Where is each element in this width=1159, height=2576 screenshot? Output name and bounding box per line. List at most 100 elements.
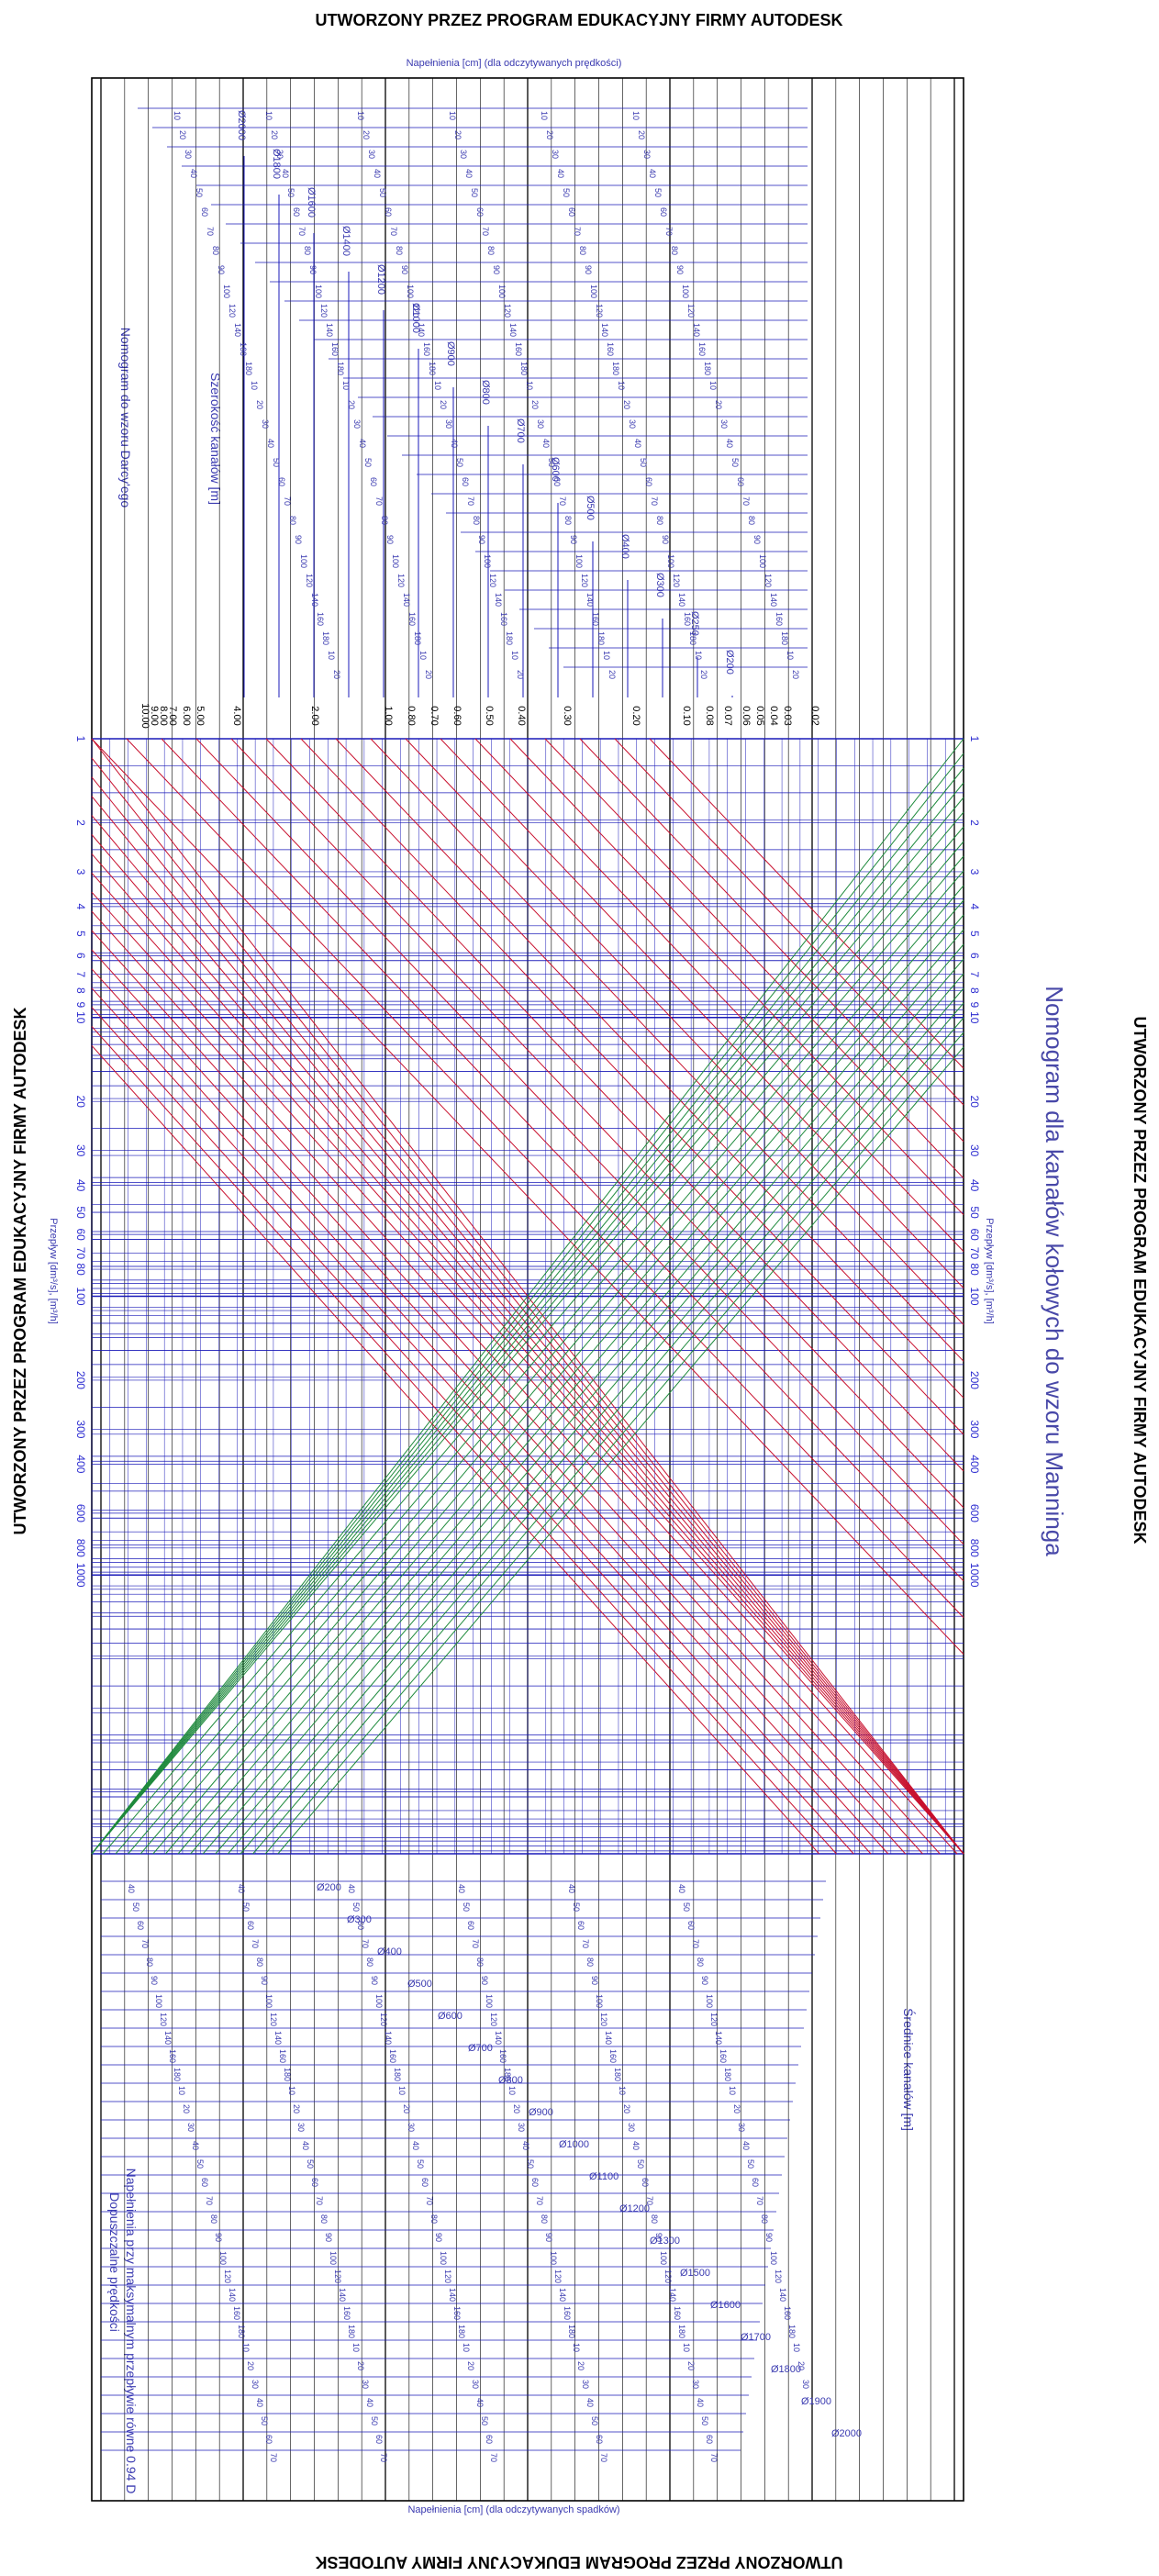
lower-fill-label: 180 <box>457 2325 466 2338</box>
lower-fill-label: 120 <box>553 2269 563 2283</box>
upper-fill-label: 10 <box>694 651 703 660</box>
lower-fill-label: 120 <box>269 2013 278 2026</box>
lower-fill-label: 90 <box>214 2233 223 2242</box>
upper-fill-label: 60 <box>292 207 301 217</box>
upper-diameter-label: Ø200 <box>724 650 735 675</box>
upper-fill-label: 20 <box>530 400 540 409</box>
green-series-line <box>202 958 964 1855</box>
upper-fill-label: 180 <box>703 362 712 375</box>
flow-tick-right: 3 <box>968 869 981 875</box>
lower-fill-label: 90 <box>260 1976 269 1985</box>
lower-fill-label: 160 <box>342 2306 351 2320</box>
lower-diameter-label: Ø200 <box>317 1882 341 1893</box>
flow-tick-right: 30 <box>968 1144 981 1157</box>
upper-fill-label: 60 <box>369 477 378 486</box>
scale-tick-label: 0.60 <box>451 706 462 725</box>
green-series-line <box>91 738 964 1855</box>
upper-fill-label: 70 <box>650 496 659 506</box>
lower-fill-label: 60 <box>356 1921 365 1930</box>
red-series-line <box>91 968 889 1855</box>
lower-fill-label: 60 <box>310 2178 319 2187</box>
upper-fill-label: 70 <box>558 496 567 506</box>
upper-fill-label: 10 <box>327 651 336 660</box>
lower-fill-label: 60 <box>530 2178 540 2187</box>
upper-fill-label: 180 <box>244 362 253 375</box>
lower-fill-label: 160 <box>168 2049 177 2063</box>
upper-fill-label: 180 <box>688 631 697 645</box>
flow-tick-left: 50 <box>74 1206 87 1219</box>
green-series-line <box>91 811 964 1855</box>
upper-fill-label: 30 <box>536 419 545 429</box>
red-series-line <box>91 1007 854 1855</box>
red-series-line <box>91 757 964 1855</box>
upper-fill-label: 100 <box>314 284 323 298</box>
upper-fill-label: 140 <box>585 593 595 607</box>
lower-fill-label: 60 <box>641 2178 650 2187</box>
lower-fill-label: 120 <box>599 2013 608 2026</box>
red-series-line <box>405 738 964 1325</box>
lower-fill-label: 80 <box>429 2214 439 2224</box>
lower-fill-label: 80 <box>650 2214 659 2224</box>
lower-fill-label: 10 <box>572 2343 581 2352</box>
flow-tick-left: 70 <box>74 1247 87 1260</box>
upper-fill-label: 70 <box>389 227 398 236</box>
lower-fill-label: 60 <box>686 1921 696 1930</box>
upper-diameter-label: Ø2000 <box>236 110 247 140</box>
upper-fill-label: 20 <box>622 400 631 409</box>
lower-fill-label: 20 <box>246 2361 255 2370</box>
lower-fill-label: 180 <box>567 2325 576 2338</box>
upper-fill-label: 120 <box>319 304 329 318</box>
lower-fill-label: 40 <box>365 2398 374 2407</box>
red-series-line <box>91 776 964 1855</box>
upper-fill-label: 30 <box>459 150 468 159</box>
green-series-line <box>103 841 964 1855</box>
lower-diameter-label: Ø1800 <box>771 2364 801 2375</box>
lower-fill-label: 70 <box>755 2196 764 2205</box>
lower-fill-label: 160 <box>388 2049 397 2063</box>
lower-left-label-2: Napełnienia przy maksymalnym przepływie … <box>124 2169 139 2494</box>
lower-fill-label: 40 <box>696 2398 705 2407</box>
lower-diameter-label: Ø1500 <box>680 2268 710 2279</box>
flow-tick-right: 40 <box>968 1179 981 1192</box>
upper-fill-label: 160 <box>316 612 325 626</box>
lower-fill-label: 70 <box>489 2453 498 2462</box>
upper-fill-label: 90 <box>661 535 670 544</box>
lower-fill-label: 50 <box>351 1902 361 1912</box>
lower-fill-label: 10 <box>462 2343 471 2352</box>
lower-fill-label: 60 <box>705 2435 714 2444</box>
red-series-line <box>474 738 964 1252</box>
scale-tick-label: 0.08 <box>704 706 715 725</box>
lower-fill-label: 50 <box>700 2416 709 2425</box>
red-series-line <box>544 738 964 1179</box>
upper-fill-label: 80 <box>472 516 481 525</box>
upper-fill-label: 70 <box>573 227 582 236</box>
red-series-line <box>91 1026 837 1855</box>
upper-fill-label: 90 <box>308 265 318 274</box>
lower-fill-label: 140 <box>668 2288 677 2302</box>
upper-fill-label: 50 <box>653 188 663 197</box>
lower-fill-label: 180 <box>237 2325 246 2338</box>
upper-fill-label: 10 <box>341 381 351 390</box>
lower-fill-label: 160 <box>452 2306 462 2320</box>
lower-fill-label: 180 <box>677 2325 686 2338</box>
upper-fill-label: 100 <box>758 554 767 568</box>
flow-tick-right: 80 <box>968 1263 981 1276</box>
upper-fill-label: 120 <box>503 304 512 318</box>
green-series-line <box>165 914 964 1855</box>
upper-mid-label: Szerokość kanałów [m] <box>208 373 223 505</box>
upper-fill-label: 50 <box>547 458 556 467</box>
upper-fill-label: 60 <box>567 207 576 217</box>
red-series-line <box>91 930 923 1855</box>
lower-fill-label: 160 <box>232 2306 241 2320</box>
lower-scale-panel: Ø200Ø300Ø400Ø500Ø600Ø700Ø800Ø900Ø1000Ø11… <box>101 1880 862 2462</box>
upper-fill-label: 90 <box>752 535 762 544</box>
lower-fill-label: 90 <box>764 2233 774 2242</box>
upper-fill-label: 140 <box>677 593 686 607</box>
lower-fill-label: 180 <box>347 2325 356 2338</box>
lower-fill-label: 90 <box>544 2233 553 2242</box>
upper-fill-label: 50 <box>363 458 373 467</box>
scale-tick-label: 0.10 <box>681 706 692 725</box>
green-series-line <box>91 753 964 1855</box>
upper-fill-label: 100 <box>483 554 492 568</box>
flow-tick-left: 4 <box>74 904 87 910</box>
